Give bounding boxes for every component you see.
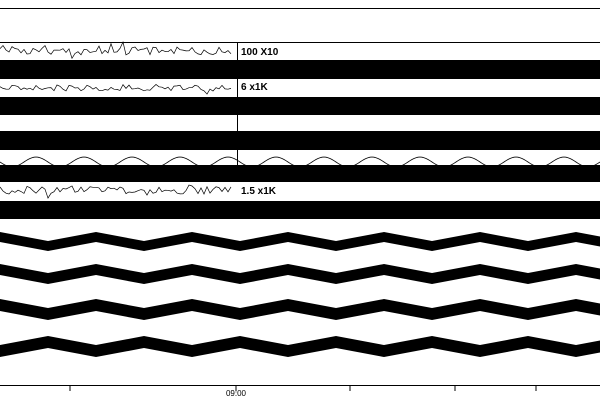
wave-band-1: [0, 264, 600, 284]
trace-100-x10: [0, 40, 232, 60]
trace-1-5-x1k: [0, 184, 232, 199]
band-1: [0, 97, 600, 115]
channel-label-7: 1.5 x1K: [241, 186, 277, 197]
channel-label-2: 6 x1K: [241, 82, 268, 93]
trace-6-x1k: [0, 83, 232, 95]
band-4: [0, 201, 600, 219]
wave-band-3: [0, 336, 600, 357]
band-2: [0, 131, 600, 150]
trace-layer: [0, 40, 600, 357]
wave-band-0: [0, 232, 600, 251]
x-tick-label-1: 09:00: [226, 389, 247, 398]
wave-band-2: [0, 299, 600, 320]
band-0: [0, 60, 600, 79]
band-3: [0, 165, 600, 182]
x-axis: 09:00: [69, 386, 537, 398]
channel-label-0: 100 X10: [241, 47, 279, 58]
band-layer: [0, 60, 600, 219]
sine-trace: [0, 156, 600, 168]
label-layer: 100 X10 6 x1K 1.5 x1K: [241, 47, 279, 197]
